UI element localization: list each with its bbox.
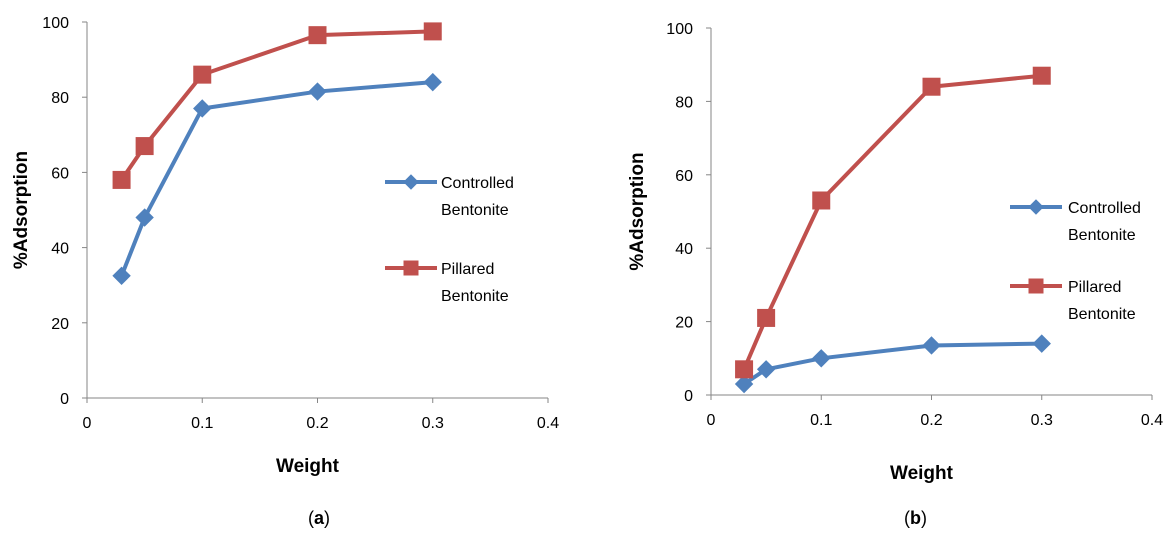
series-line-controlled <box>742 341 1042 386</box>
data-point-pillared <box>735 360 754 379</box>
x-axis-title: Weight <box>890 463 954 484</box>
data-point-controlled <box>135 208 154 227</box>
panel-caption-b: (b) <box>904 508 927 528</box>
data-point-pillared <box>423 22 442 41</box>
legend-label-controlled: Controlled <box>1068 200 1141 217</box>
data-point-pillared <box>112 170 131 189</box>
legend-marker-controlled <box>403 174 419 190</box>
legend-label-pillared: Pillared <box>1068 279 1121 296</box>
y-tick-label: 0 <box>60 391 69 408</box>
y-axis-title: %Adsorption <box>11 151 32 269</box>
x-tick-label: 0.4 <box>537 415 559 432</box>
series-line-pillared <box>742 73 1042 371</box>
data-point-pillared <box>757 308 776 327</box>
legend-label-pillared: Pillared <box>441 261 494 278</box>
data-point-pillared <box>135 137 154 156</box>
legend-label-controlled-line2: Bentonite <box>441 202 509 219</box>
x-tick-label: 0 <box>707 412 716 429</box>
data-point-pillared <box>308 26 327 45</box>
data-point-controlled <box>922 336 941 355</box>
legend-label-pillared-line2: Bentonite <box>1068 306 1136 323</box>
y-tick-label: 40 <box>675 241 693 258</box>
legend-label-controlled-line2: Bentonite <box>1068 227 1136 244</box>
x-axis-title: Weight <box>276 456 340 477</box>
x-tick-label: 0.2 <box>920 412 942 429</box>
legend-label-controlled: Controlled <box>441 175 514 192</box>
y-tick-label: 80 <box>675 94 693 111</box>
y-tick-label: 20 <box>51 316 69 333</box>
data-point-controlled <box>1032 334 1051 353</box>
y-tick-label: 100 <box>42 15 69 32</box>
y-tick-label: 0 <box>684 388 693 405</box>
x-tick-label: 0.1 <box>191 415 213 432</box>
y-tick-label: 80 <box>51 90 69 107</box>
data-point-controlled <box>756 360 776 379</box>
legend-marker-controlled <box>1028 199 1044 215</box>
x-tick-label: 0.4 <box>1141 412 1163 429</box>
data-point-controlled <box>308 82 327 101</box>
data-point-pillared <box>812 191 831 210</box>
legend-label-pillared-line2: Bentonite <box>441 288 509 305</box>
legend-marker-pillared <box>1028 278 1044 294</box>
series-line-pillared <box>119 29 433 182</box>
chart-panel-b: 0 20 40 60 80 100 0 0.1 0.2 0.3 0.4 %Adsorption Weig… <box>627 21 1163 484</box>
y-tick-label: 20 <box>675 315 693 332</box>
y-tick-label: 60 <box>675 168 693 185</box>
y-tick-label: 100 <box>666 21 693 38</box>
data-point-controlled <box>734 374 754 394</box>
data-point-controlled <box>193 99 212 118</box>
x-tick-label: 0.2 <box>306 415 328 432</box>
x-tick-label: 0 <box>83 415 92 432</box>
data-point-pillared <box>1032 66 1051 85</box>
y-tick-label: 40 <box>51 241 69 258</box>
x-tick-label: 0.1 <box>810 412 832 429</box>
y-axis-title: %Adsorption <box>627 152 648 270</box>
x-tick-label: 0.3 <box>1031 412 1053 429</box>
panel-caption-a: (a) <box>308 508 331 528</box>
chart-panel-a: 0 20 40 60 80 100 0 0.1 0.2 0.3 0.4 %Adsorption Weig… <box>11 15 559 477</box>
data-point-controlled <box>812 349 831 368</box>
y-tick-label: 60 <box>51 165 69 182</box>
series-line-controlled <box>119 80 433 277</box>
legend-marker-pillared <box>403 260 419 276</box>
data-point-pillared <box>193 65 212 84</box>
data-point-pillared <box>922 77 941 96</box>
x-tick-label: 0.3 <box>422 415 444 432</box>
data-point-controlled <box>112 266 131 286</box>
data-point-controlled <box>423 72 442 92</box>
